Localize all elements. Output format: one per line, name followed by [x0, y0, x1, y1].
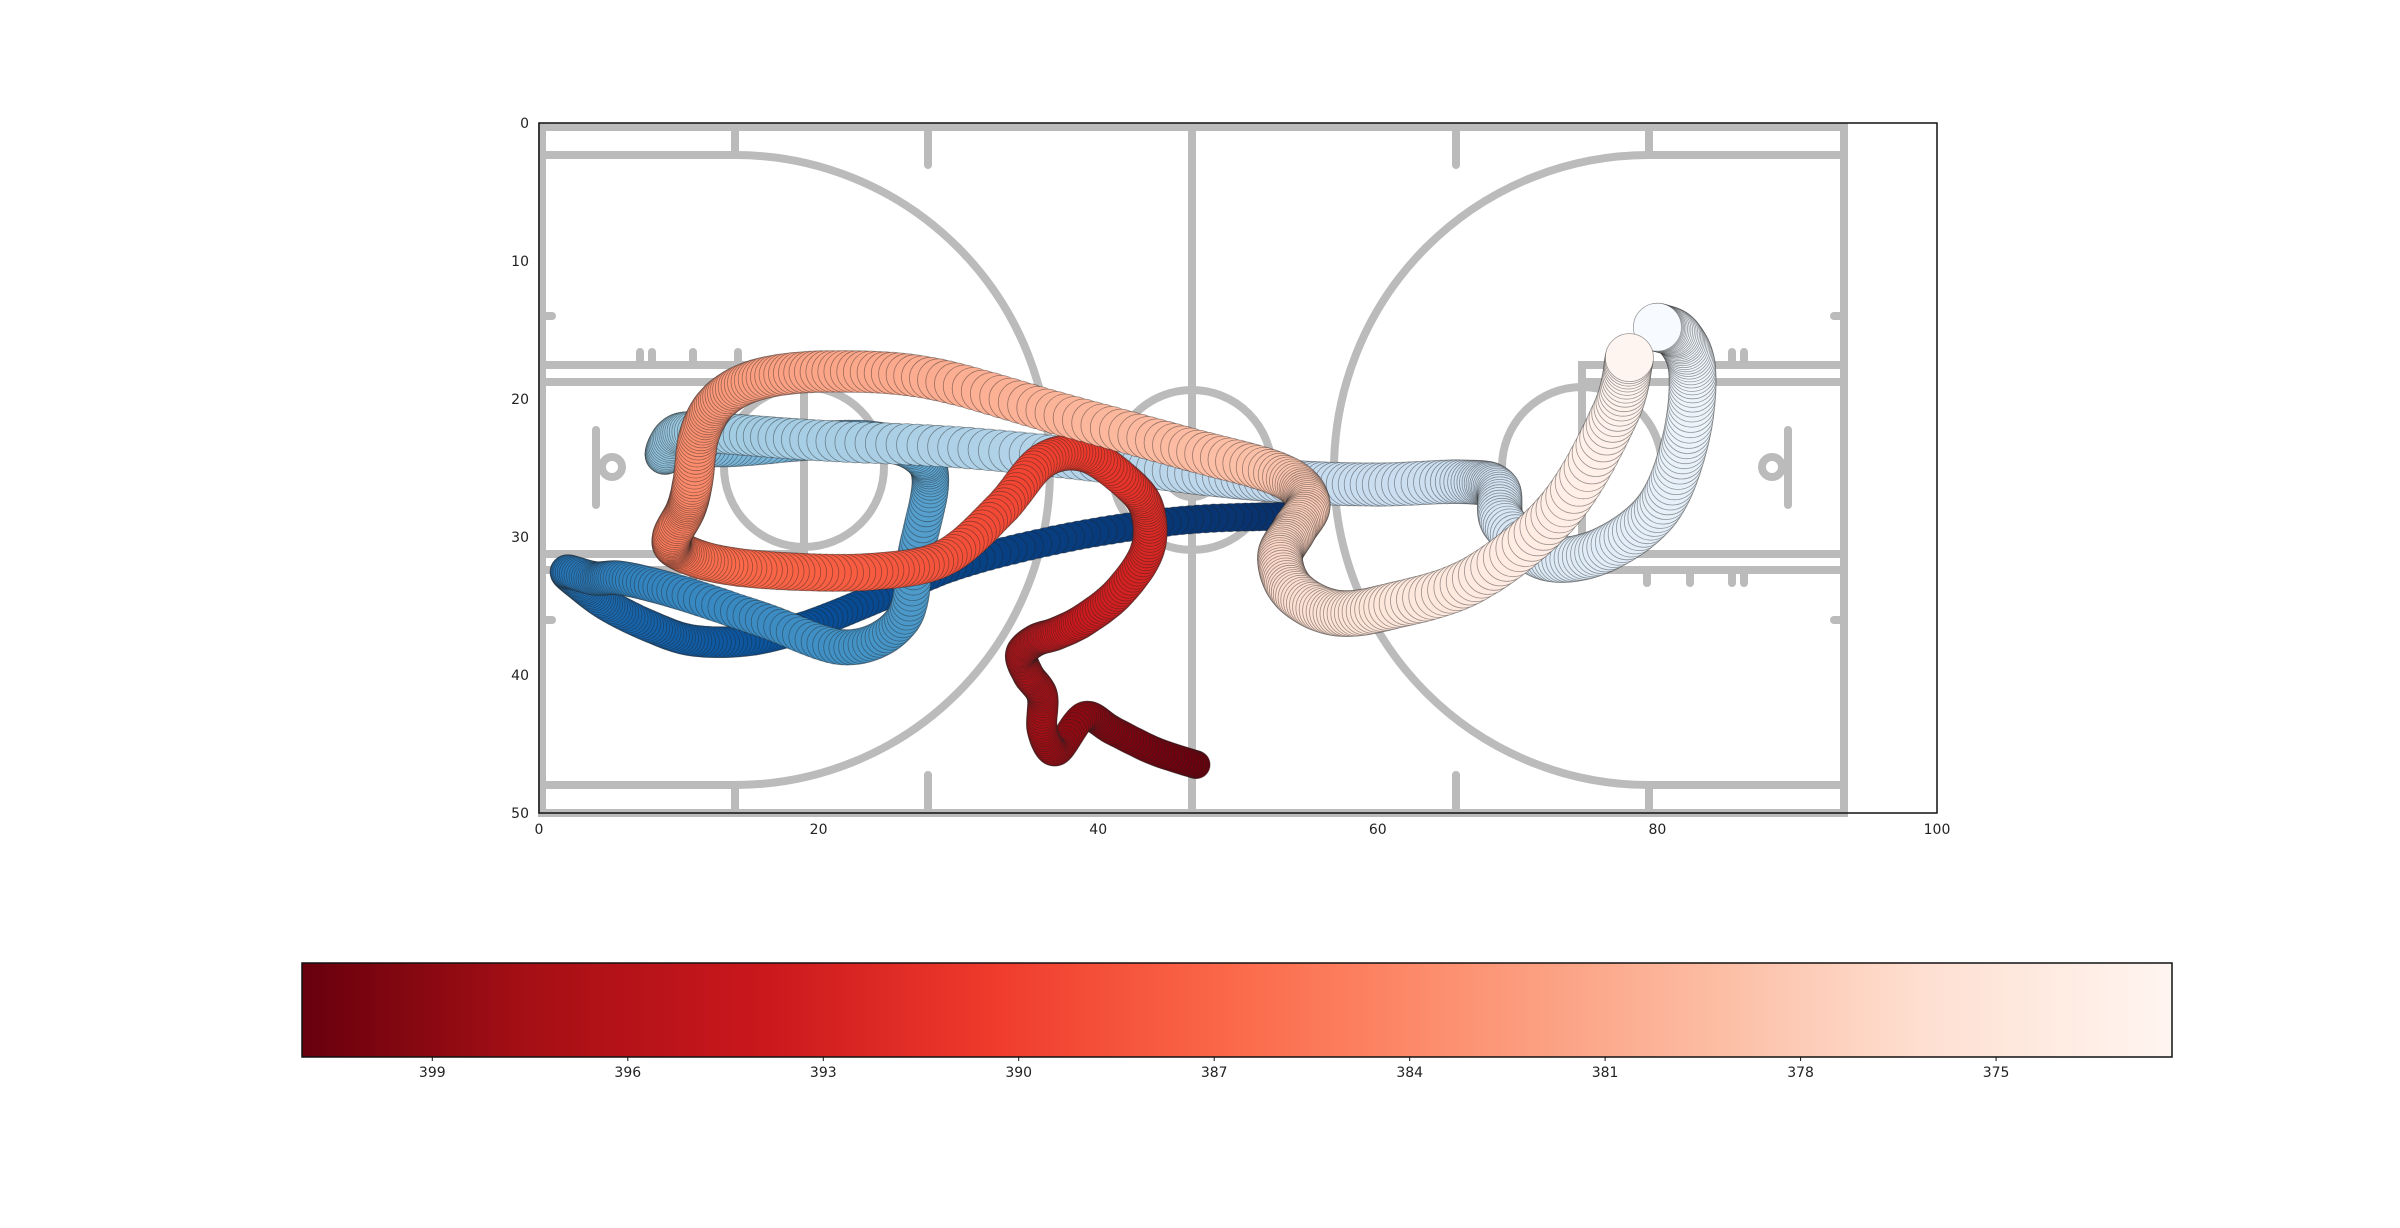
trajectory-point	[1605, 333, 1654, 383]
colorbar-tick-label: 393	[810, 1065, 837, 1081]
x-tick-label: 80	[1648, 822, 1666, 838]
x-tick-label: 0	[535, 822, 544, 838]
colorbar-tick-label: 387	[1201, 1065, 1228, 1081]
colorbar-tick-label: 399	[419, 1065, 446, 1081]
colorbar-tick-label: 390	[1005, 1065, 1032, 1081]
x-tick-label: 40	[1089, 822, 1107, 838]
colorbar-ticks: 399 396 393 390 387 384 381 378 375	[419, 1057, 2010, 1081]
axis-ticks: 0 20 40 60 80 100 0 10 20 30 40 50	[511, 116, 1950, 838]
colorbar-tick-label: 384	[1396, 1065, 1423, 1081]
trajectory-point	[1633, 302, 1682, 352]
y-tick-label: 50	[511, 806, 529, 822]
trajectory-reds	[651, 333, 1654, 780]
y-tick-label: 10	[511, 254, 529, 270]
plot-frame	[538, 122, 1938, 814]
trajectory-markers	[549, 302, 1717, 780]
x-tick-label: 100	[1924, 822, 1951, 838]
y-tick-label: 20	[511, 392, 529, 408]
x-tick-label: 60	[1369, 822, 1387, 838]
colorbar-tick-label: 396	[614, 1065, 641, 1081]
x-tick-label: 20	[810, 822, 828, 838]
y-tick-label: 30	[511, 530, 529, 546]
y-tick-label: 0	[520, 116, 529, 132]
colorbar	[301, 962, 2173, 1058]
colorbar-tick-label: 381	[1592, 1065, 1619, 1081]
colorbar-tick-label: 378	[1787, 1065, 1814, 1081]
colorbar-tick-label: 375	[1983, 1065, 2010, 1081]
y-tick-label: 40	[511, 668, 529, 684]
